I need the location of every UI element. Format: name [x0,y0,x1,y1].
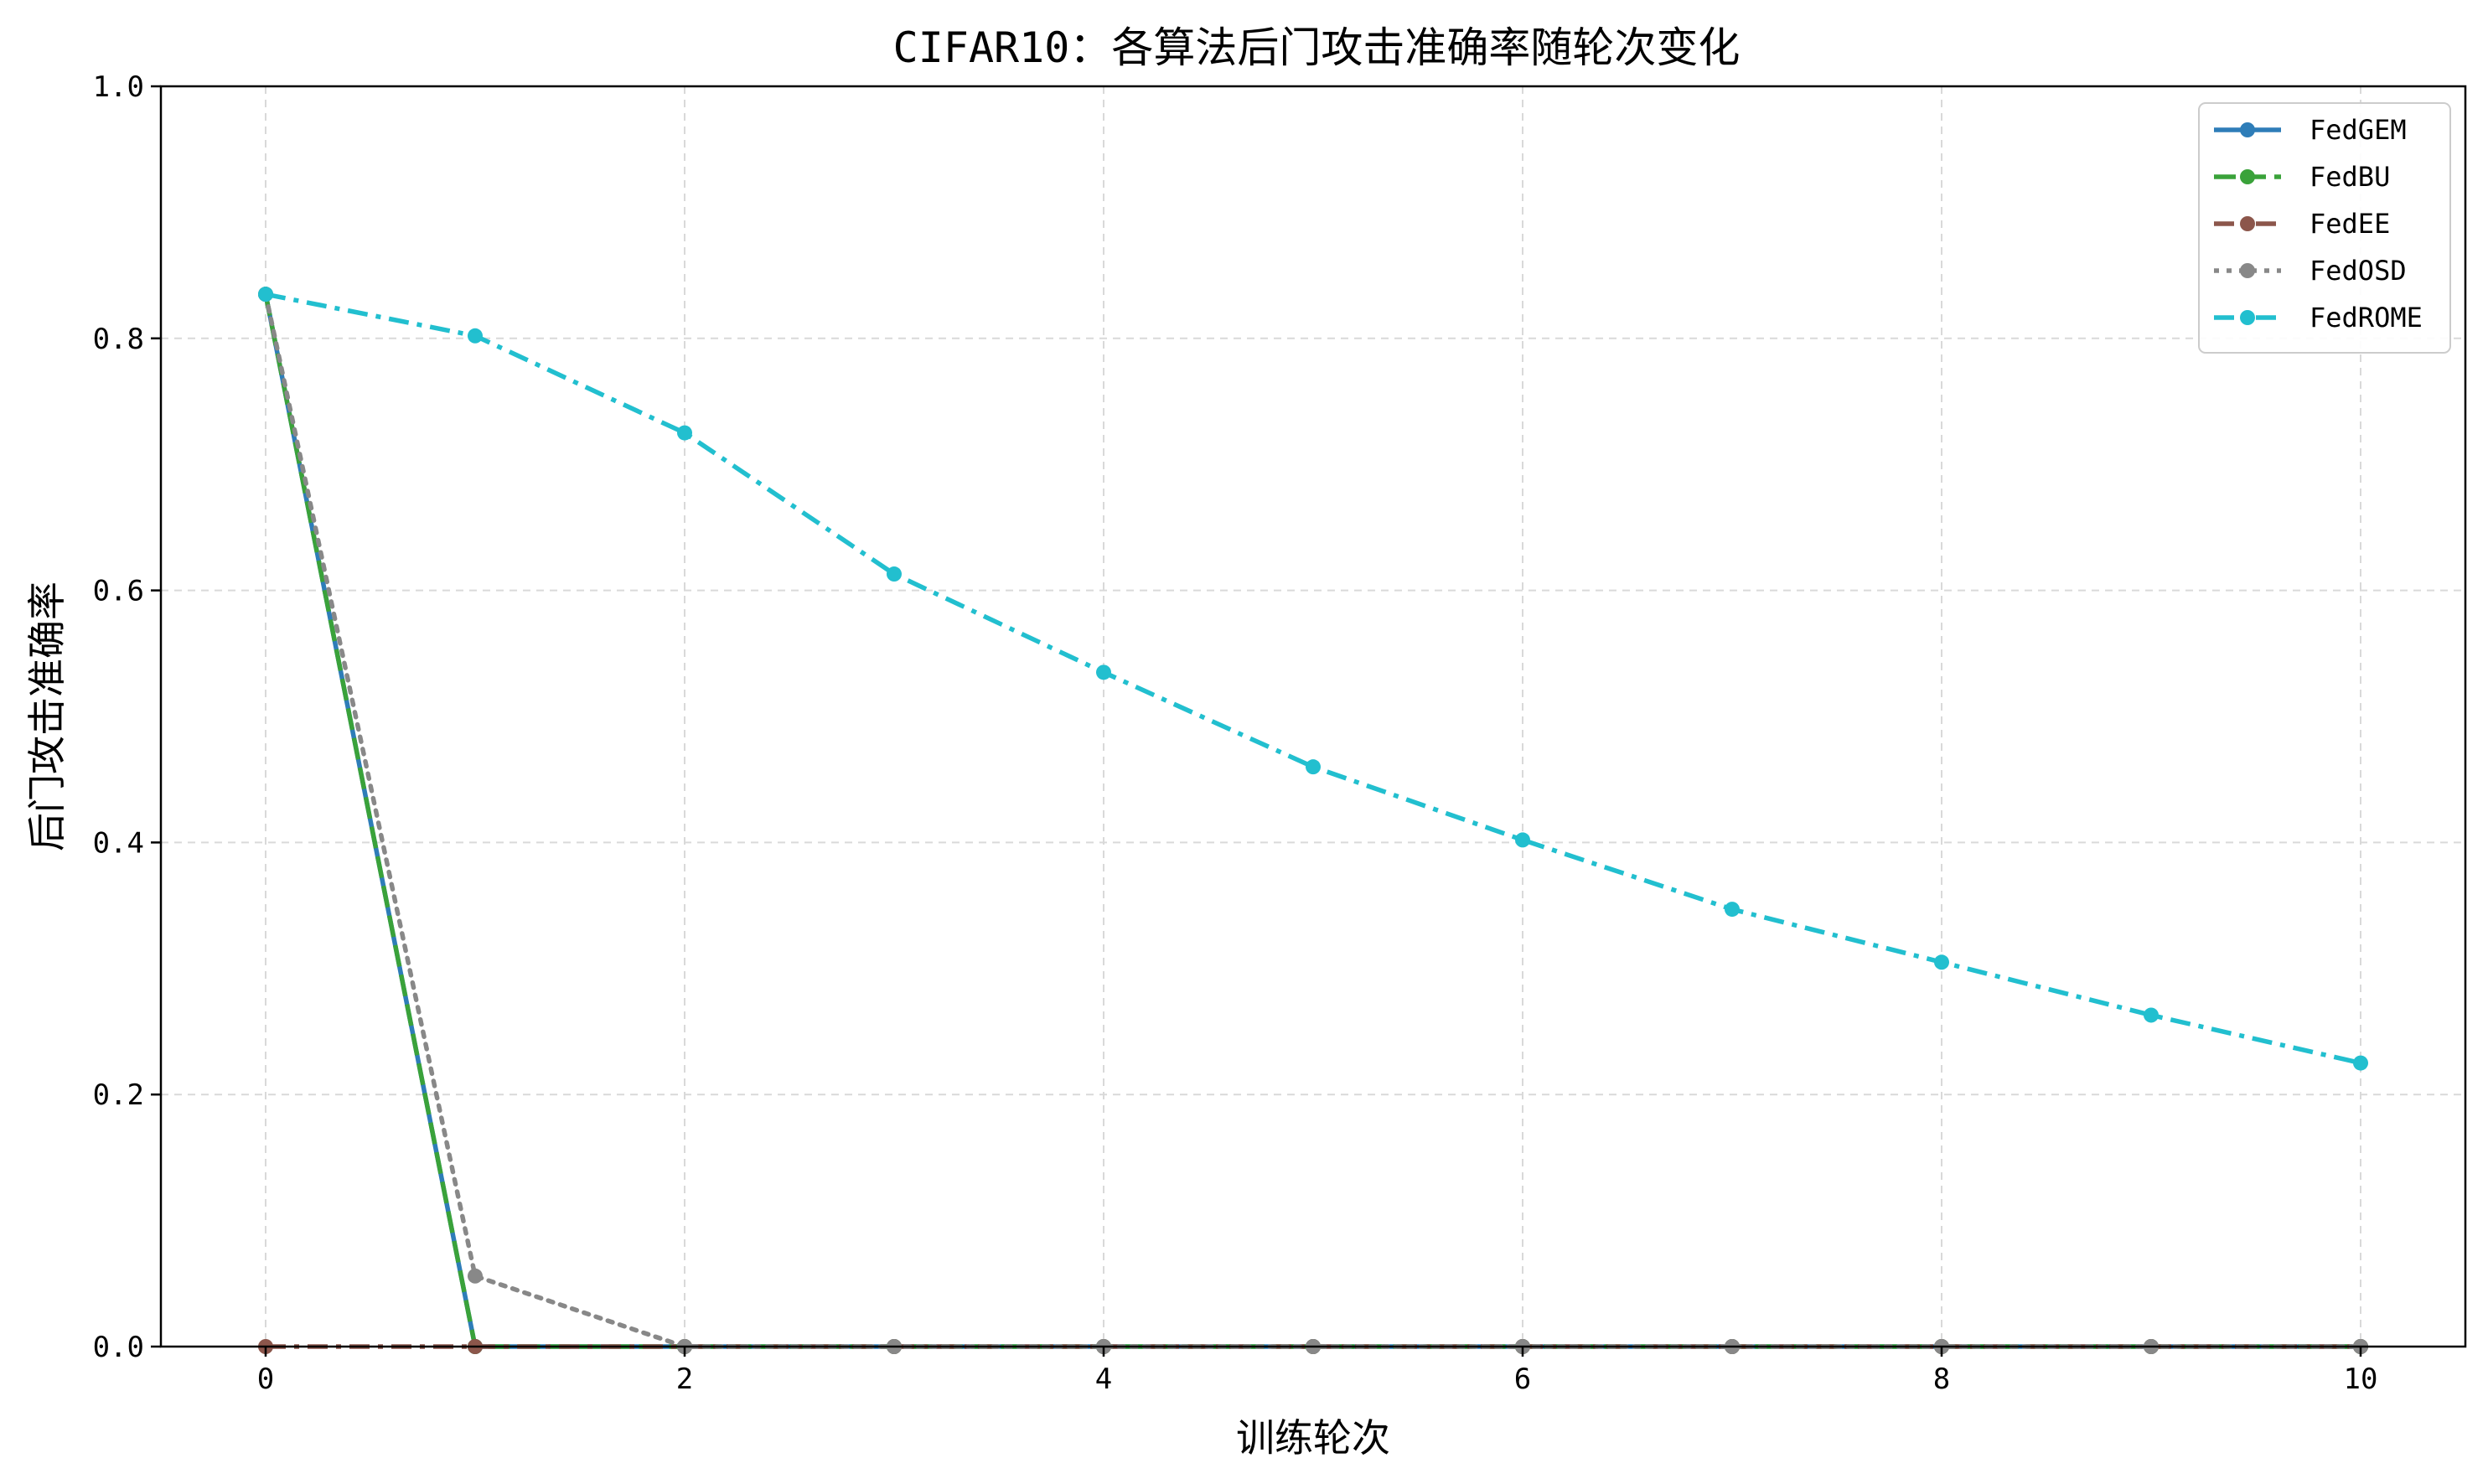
legend-label-fedbu: FedBU [2310,161,2390,193]
data-point-fedrome [887,566,902,582]
x-tick-label: 6 [1514,1362,1531,1396]
data-point-fedrome [258,287,273,302]
legend-label-fedgem: FedGEM [2310,114,2407,146]
data-point-fedrome [1306,759,1321,775]
legend-marker-fedbu [2240,169,2255,184]
x-tick-label: 2 [676,1362,693,1396]
x-axis-label: 训练轮次 [1236,1415,1390,1461]
x-tick-label: 0 [257,1362,274,1396]
data-point-fedrome [1096,664,1111,680]
data-point-fedosd [468,1268,483,1284]
y-tick-label: 0.6 [93,575,144,608]
legend-box [2198,102,2451,354]
legend-marker-fedosd [2240,263,2255,278]
legend-marker-fedee [2240,216,2255,231]
data-point-fedrome [1515,832,1530,848]
plot-frame [159,85,2467,1348]
y-tick-label: 0.4 [93,826,144,860]
legend-marker-fedgem [2240,122,2255,137]
legend: FedGEM FedBU FedEE FedOSD FedROME [2198,102,2451,354]
y-axis-label: 后门攻击准确率 [24,582,70,851]
data-point-fedrome [1725,902,1740,918]
x-tick-label: 10 [2344,1362,2378,1396]
legend-label-fedosd: FedOSD [2310,255,2407,287]
x-tick-label: 4 [1095,1362,1112,1396]
axes: 0 2 4 6 8 10 0.0 0.2 0.4 0.6 0.8 1.0 [93,70,2378,1396]
legend-label-fedee: FedEE [2310,208,2390,240]
y-tick-label: 1.0 [93,70,144,104]
x-tick-label: 8 [1933,1362,1950,1396]
data-point-fedrome [2353,1055,2368,1071]
chart-title: CIFAR10：各算法后门攻击准确率随轮次变化 [893,23,1741,72]
y-tick-label: 0.8 [93,323,144,356]
series-line-fedrome [265,292,2361,1066]
data-point-fedrome [2144,1007,2159,1023]
legend-marker-fedrome [2240,310,2255,325]
data-point-fedrome [468,328,483,344]
y-tick-label: 0.2 [93,1078,144,1112]
legend-label-fedrome: FedROME [2310,302,2423,334]
data-point-fedrome [1934,954,1949,970]
y-tick-label: 0.0 [93,1331,144,1364]
data-point-fedrome [677,425,692,441]
